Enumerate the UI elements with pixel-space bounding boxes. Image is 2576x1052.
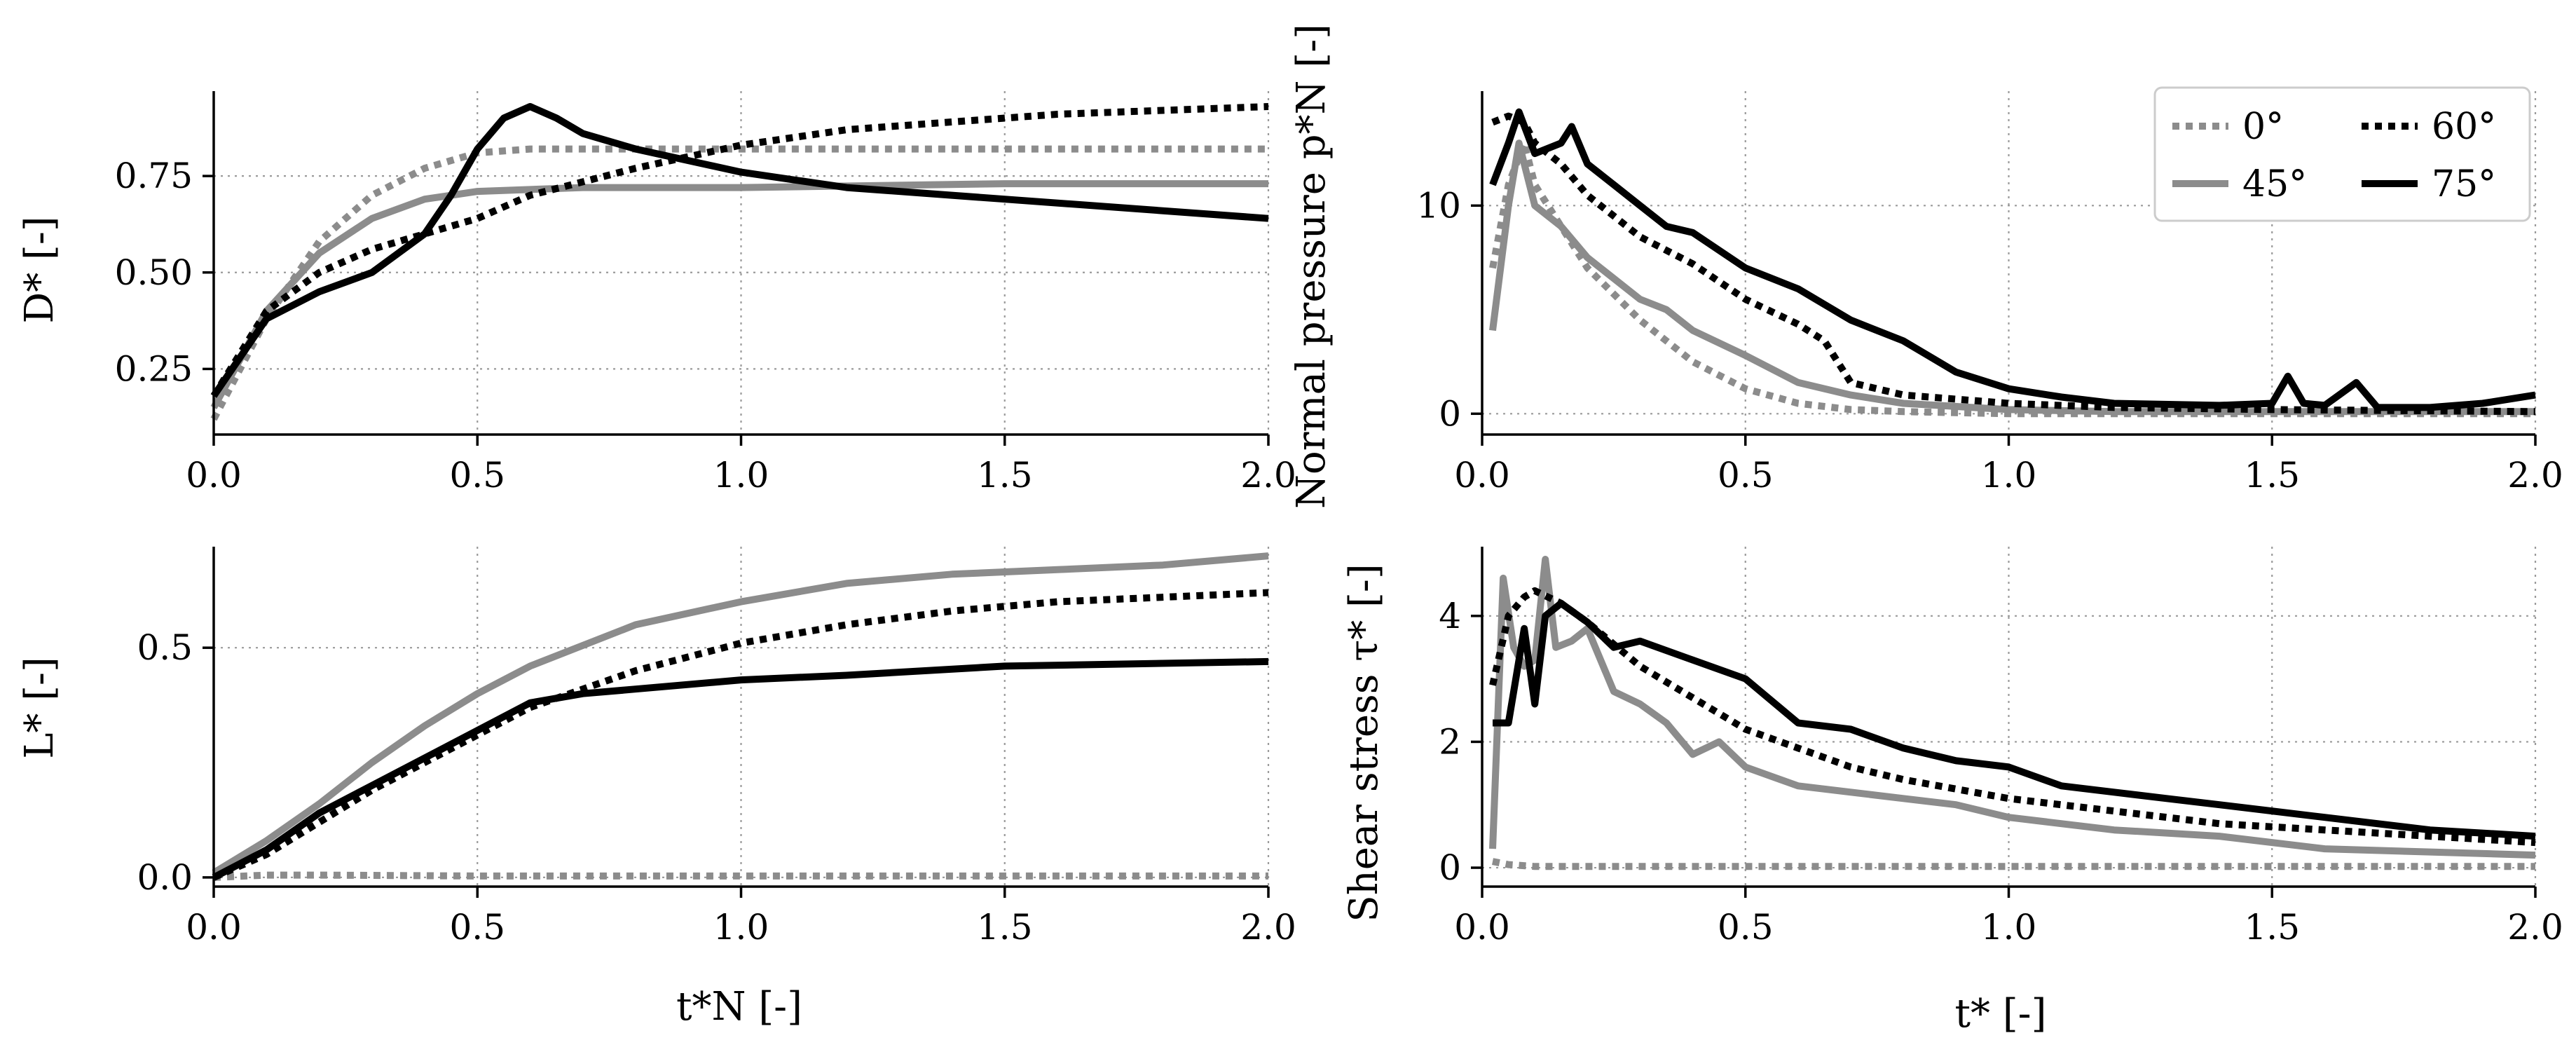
ylabel-shear-stress: Shear stress τ* [-] xyxy=(1341,563,1387,922)
series-line-pn-75deg xyxy=(1489,108,2536,411)
x-tick-label-d-0: 0.0 xyxy=(186,455,242,496)
y-tick-label-pn-1: 10 xyxy=(1416,185,1461,226)
x-tick-label-tau-1: 0.5 xyxy=(1718,907,1774,948)
legend-label-75deg: 75° xyxy=(2432,163,2496,205)
series-line-l-0deg xyxy=(213,871,1268,881)
ylabel-d-star: D* [-] xyxy=(17,216,62,323)
y-tick-label-tau-1: 2 xyxy=(1439,721,1461,762)
xlabel-t-n: t*N [-] xyxy=(676,984,802,1030)
x-tick-label-d-2: 1.0 xyxy=(713,455,769,496)
x-tick-label-d-1: 0.5 xyxy=(449,455,505,496)
legend-frame xyxy=(2153,86,2531,222)
series-line-tau-0deg xyxy=(1492,858,2535,870)
x-tick-label-l-4: 2.0 xyxy=(1240,907,1296,948)
series-line-l-60deg xyxy=(212,589,1269,881)
y-tick-label-l-1: 0.5 xyxy=(137,627,193,668)
y-tick-label-tau-0: 0 xyxy=(1439,847,1461,888)
y-tick-label-pn-0: 0 xyxy=(1439,393,1461,434)
legend-label-45deg: 45° xyxy=(2242,163,2307,205)
legend-entry-0deg: 0° xyxy=(2172,106,2284,148)
y-tick-label-l-0: 0.0 xyxy=(137,857,193,898)
x-tick-label-pn-0: 0.0 xyxy=(1454,455,1510,496)
series-line-d-75deg xyxy=(210,103,1269,398)
plot-area-normal-pressure: 0.0 0.5 1.0 1.5 2.0 0 10 xyxy=(1416,91,2563,496)
panel-normal-pressure: 0.0 0.5 1.0 1.5 2.0 0 10 Normal pressure p*N [… xyxy=(1289,24,2563,509)
legend-label-60deg: 60° xyxy=(2432,106,2496,148)
y-tick-label-d-0: 0.25 xyxy=(115,348,193,389)
plot-area-shear-stress: 0.0 0.5 1.0 1.5 2.0 0 2 4 xyxy=(1439,547,2563,948)
x-tick-label-l-1: 0.5 xyxy=(449,907,505,948)
legend-entry-45deg: 45° xyxy=(2172,163,2307,205)
series-line-tau-60deg xyxy=(1489,587,2536,847)
x-tick-label-pn-3: 1.5 xyxy=(2244,455,2300,496)
x-tick-label-tau-2: 1.0 xyxy=(1981,907,2037,948)
series-line-tau-75deg xyxy=(1493,599,2536,840)
x-tick-label-tau-0: 0.0 xyxy=(1454,907,1510,948)
x-tick-label-d-3: 1.5 xyxy=(977,455,1033,496)
ylabel-normal-pressure: Normal pressure p*N [-] xyxy=(1289,24,1334,509)
x-tick-label-pn-2: 1.0 xyxy=(1981,455,2037,496)
x-tick-label-d-4: 2.0 xyxy=(1240,455,1296,496)
legend: 0° 45° 60° 75° xyxy=(2153,86,2531,222)
y-tick-label-d-1: 0.50 xyxy=(115,252,193,293)
legend-entry-60deg: 60° xyxy=(2362,106,2496,148)
x-tick-label-tau-3: 1.5 xyxy=(2244,907,2300,948)
panel-d-star: 0.0 0.5 1.0 1.5 2.0 0.25 0.50 0.75 D* [-] xyxy=(17,91,1296,496)
ylabel-l-star: L* [-] xyxy=(17,657,62,759)
series-line-tau-45deg xyxy=(1489,556,2536,859)
legend-entry-75deg: 75° xyxy=(2362,163,2496,205)
x-tick-label-pn-1: 0.5 xyxy=(1718,455,1774,496)
series-line-l-45deg xyxy=(212,552,1269,876)
series-line-pn-45deg xyxy=(1489,139,2535,416)
x-tick-label-pn-4: 2.0 xyxy=(2507,455,2563,496)
legend-label-0deg: 0° xyxy=(2242,106,2284,148)
series-line-d-60deg xyxy=(210,103,1269,398)
series-line-l-75deg xyxy=(212,657,1269,881)
panel-l-star: 0.0 0.5 1.0 1.5 2.0 0.0 0.5 L* [-] t*N [-] xyxy=(17,547,1296,1030)
x-tick-label-l-3: 1.5 xyxy=(977,907,1033,948)
y-tick-label-tau-2: 4 xyxy=(1439,596,1461,636)
panel-shear-stress: 0.0 0.5 1.0 1.5 2.0 0 2 4 Shear stress τ* [-] t… xyxy=(1341,547,2563,1037)
y-tick-label-d-2: 0.75 xyxy=(115,156,193,196)
x-tick-label-l-0: 0.0 xyxy=(186,907,242,948)
x-tick-label-l-2: 1.0 xyxy=(713,907,769,948)
x-tick-label-tau-4: 2.0 xyxy=(2507,907,2563,948)
plot-area-l-star: 0.0 0.5 1.0 1.5 2.0 0.0 0.5 xyxy=(137,547,1296,948)
xlabel-t: t* [-] xyxy=(1955,991,2047,1037)
plot-area-d-star: 0.0 0.5 1.0 1.5 2.0 0.25 0.50 0.75 xyxy=(115,91,1296,496)
